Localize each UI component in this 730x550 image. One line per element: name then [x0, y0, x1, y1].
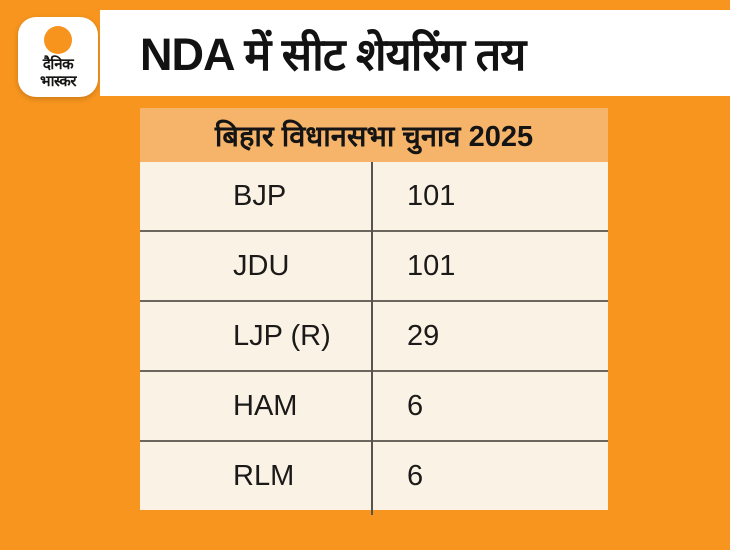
party-name-cell: JDU [233, 249, 290, 282]
brand-name-line1: दैनिक [42, 56, 74, 73]
table-row: LJP (R) 29 [140, 300, 608, 370]
bhaskar-sun-icon [44, 26, 72, 54]
seat-count-cell: 29 [407, 319, 440, 352]
table-title: बिहार विधानसभा चुनाव 2025 [140, 108, 608, 162]
party-name-cell: BJP [233, 179, 287, 212]
table-row: JDU 101 [140, 230, 608, 300]
column-divider-line [371, 162, 373, 515]
party-name-cell: LJP (R) [233, 319, 331, 352]
seat-count-cell: 101 [407, 179, 456, 212]
brand-name-line2: भास्कर [40, 73, 76, 90]
table-row: RLM 6 [140, 440, 608, 510]
party-name-cell: HAM [233, 389, 298, 422]
seat-count-cell: 6 [407, 459, 424, 492]
table-row: HAM 6 [140, 370, 608, 440]
page-title: NDA में सीट शेयरिंग तय [140, 28, 526, 80]
table-row: BJP 101 [140, 162, 608, 230]
seat-count-cell: 101 [407, 249, 456, 282]
headline-banner: NDA में सीट शेयरिंग तय [100, 10, 730, 96]
party-name-cell: RLM [233, 459, 295, 492]
brand-logo: दैनिक भास्कर [18, 17, 98, 97]
seat-count-cell: 6 [407, 389, 424, 422]
table-body: BJP 101 JDU 101 LJP (R) 29 HAM 6 RLM 6 [140, 162, 608, 515]
seat-sharing-table: बिहार विधानसभा चुनाव 2025 BJP 101 JDU 10… [140, 108, 608, 515]
